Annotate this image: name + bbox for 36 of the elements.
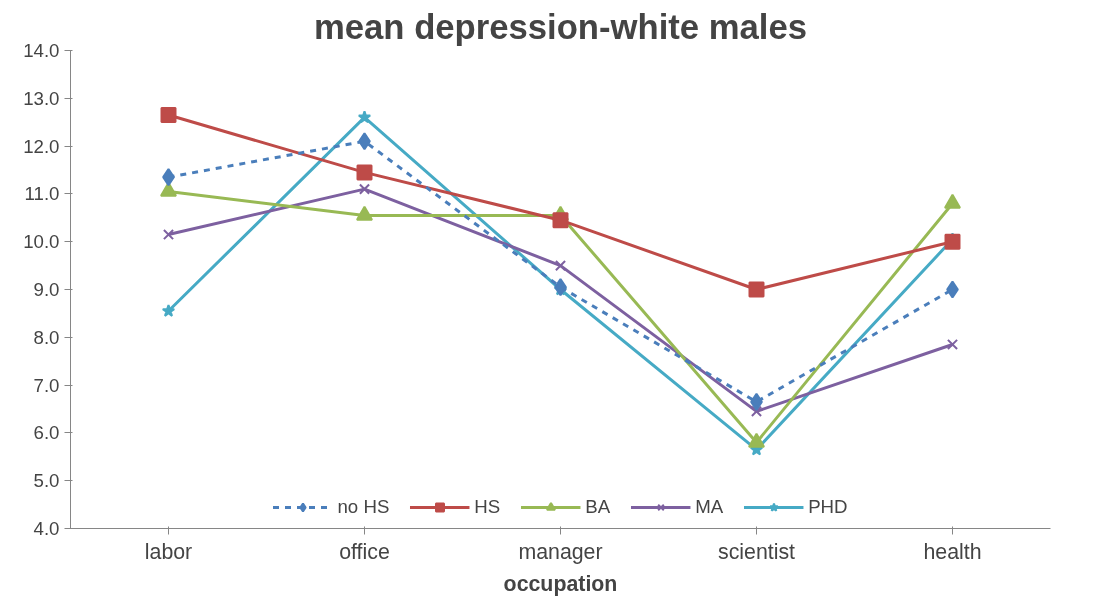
legend-label: BA bbox=[585, 496, 611, 518]
y-tick-label: 14.0 bbox=[23, 40, 60, 61]
y-tick-label: 6.0 bbox=[33, 422, 60, 444]
legend-label: PHD bbox=[808, 496, 848, 518]
y-tick-label: 11.0 bbox=[24, 183, 60, 205]
point bbox=[750, 405, 763, 417]
y-tick-label: 9.0 bbox=[33, 279, 60, 300]
legend-label: HS bbox=[474, 496, 501, 518]
point bbox=[162, 228, 175, 241]
point bbox=[356, 164, 373, 181]
y-tick-label: 13.0 bbox=[23, 87, 60, 109]
y-tick-label: 12.0 bbox=[23, 135, 60, 157]
x-tick-label: scientist bbox=[717, 539, 796, 564]
point bbox=[160, 107, 177, 124]
y-tick-label: 5.0 bbox=[33, 470, 60, 492]
point bbox=[357, 110, 372, 124]
x-tick-label: labor bbox=[144, 539, 193, 564]
y-tick-label: 10.0 bbox=[23, 231, 60, 253]
x-tick-label: office bbox=[339, 539, 390, 564]
y-tick-label: 4.0 bbox=[33, 518, 60, 539]
y-tick-label: 7.0 bbox=[33, 374, 60, 396]
legend-label: no HS bbox=[337, 496, 390, 518]
x-axis-title: occupation bbox=[503, 571, 618, 596]
point bbox=[946, 338, 959, 351]
x-tick-label: health bbox=[923, 539, 982, 564]
point bbox=[748, 432, 765, 448]
point bbox=[161, 304, 176, 317]
point bbox=[944, 233, 961, 250]
x-tick-label: manager bbox=[518, 539, 603, 564]
point bbox=[748, 281, 765, 298]
point bbox=[554, 260, 567, 272]
legend-label: MA bbox=[695, 496, 724, 518]
chart-title: mean depression-white males bbox=[313, 7, 808, 46]
point bbox=[358, 183, 371, 195]
y-tick-label: 8.0 bbox=[33, 326, 60, 348]
point bbox=[552, 212, 569, 229]
